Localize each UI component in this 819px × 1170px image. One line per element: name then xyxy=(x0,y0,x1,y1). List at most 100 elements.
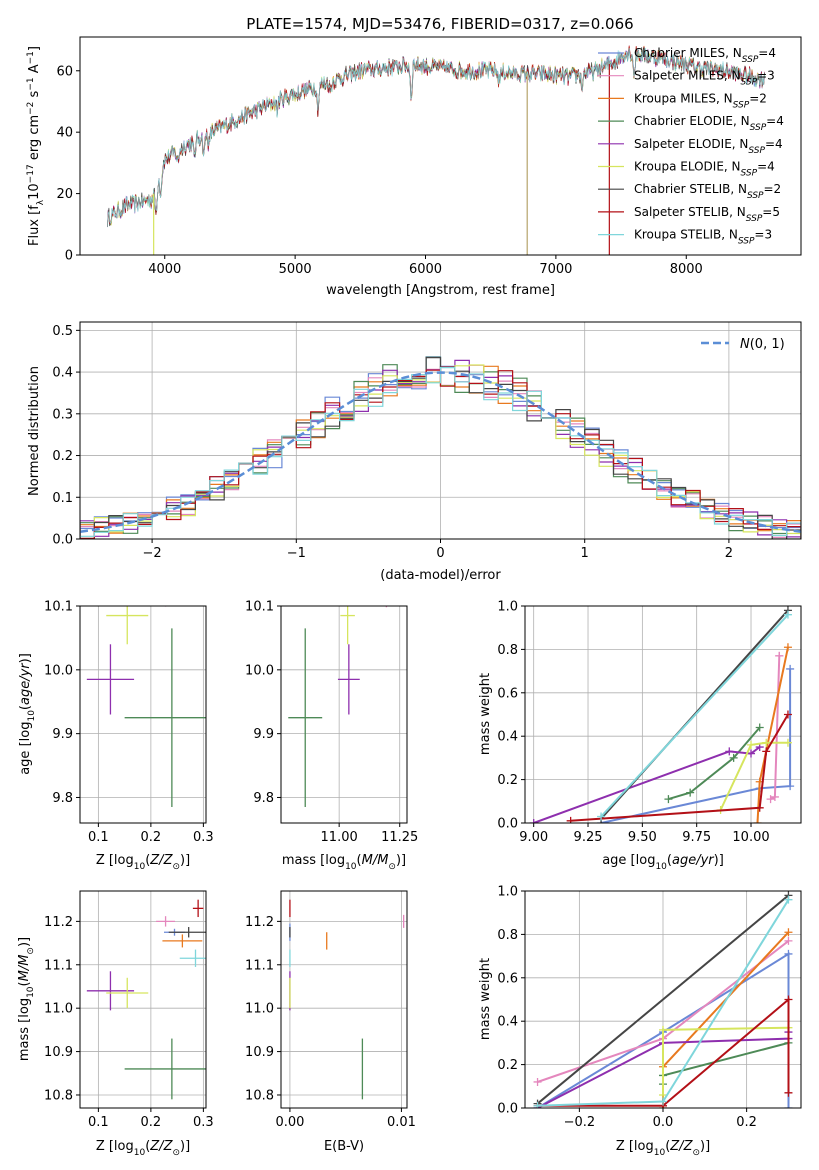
weight_vs_age-marker xyxy=(766,795,775,804)
y-tick-label: 10.0 xyxy=(44,663,73,678)
x-tick-label: 2 xyxy=(725,546,733,561)
y-tick-label: 0.8 xyxy=(497,928,518,943)
weight_vs_age-marker xyxy=(747,749,756,758)
y-tick-label: 10.8 xyxy=(44,1088,73,1103)
age-vs-mass-xlabel: mass [log10(M/M⊙)] xyxy=(282,853,406,872)
age_vs_Z-points xyxy=(86,558,211,808)
x-tick-label: 9.75 xyxy=(682,830,711,845)
weight_vs_age-marker xyxy=(783,710,792,719)
spectrum-axes: 4000 5000 6000 7000 8000 0 20 40 60 xyxy=(56,64,702,277)
weight_vs_age-marker xyxy=(786,664,795,673)
weight_vs_Z-marker xyxy=(533,1101,542,1108)
x-tick-label: −2 xyxy=(143,546,162,561)
weight_vs_age-marker xyxy=(770,792,779,801)
y-tick-label: 10.1 xyxy=(245,600,274,615)
y-tick-label: 40 xyxy=(56,126,73,141)
x-tick-label: 0.2 xyxy=(141,830,162,845)
spectrum-line-9 xyxy=(107,47,765,228)
mass_vs_Z-frame xyxy=(79,890,207,1109)
y-tick-label: 9.8 xyxy=(52,791,73,806)
x-tick-label: 0.00 xyxy=(275,1115,304,1130)
x-tick-label: 0.2 xyxy=(141,1115,162,1130)
weight_vs_age-marker xyxy=(747,740,756,749)
x-tick-label: 6000 xyxy=(409,262,442,277)
y-tick-label: 1.0 xyxy=(497,600,518,615)
legend-entry-8: Salpeter STELIB, NSSP=5 xyxy=(634,205,780,224)
legend-entry-5: Salpeter ELODIE, NSSP=4 xyxy=(634,137,783,156)
legend-entry-3: Kroupa MILES, NSSP=2 xyxy=(634,91,767,110)
x-tick-label: −1 xyxy=(287,546,306,561)
weight_vs_age-marker xyxy=(775,651,784,660)
weight_vs_Z-frame xyxy=(524,890,802,1109)
legend-entry-7: Chabrier STELIB, NSSP=2 xyxy=(634,182,781,201)
mass_vs_Z-point-4 xyxy=(124,1038,206,1100)
mass_vs_Z-point-6 xyxy=(106,977,149,1009)
mass_vs_ebv-frame xyxy=(280,890,408,1109)
legend-entry-6: Kroupa ELODIE, NSSP=4 xyxy=(634,160,775,179)
y-tick-label: 0.3 xyxy=(52,407,73,422)
weight_vs_Z-marker xyxy=(784,928,793,937)
age_vs_mass-axes: 11.00 11.25 9.8 9.9 10.0 10.1 xyxy=(245,600,418,846)
residual-hists xyxy=(80,356,801,539)
weight_vs_Z-axes: −0.2 0.0 0.2 0.0 0.2 0.4 0.6 0.8 1.0 xyxy=(497,885,801,1130)
weight_vs_age-marker xyxy=(753,819,762,823)
legend-entry-9: Kroupa STELIB, NSSP=3 xyxy=(634,228,772,247)
age_vs_Z-point-5 xyxy=(86,644,135,715)
x-tick-label: 8000 xyxy=(670,262,703,277)
weight_vs_age-frame xyxy=(524,605,802,824)
weight_vs_Z-marker xyxy=(784,895,793,904)
legend-entry-4: Chabrier ELODIE, NSSP=4 xyxy=(634,114,784,133)
weight_vs_age-marker xyxy=(762,738,771,747)
x-tick-label: 0.3 xyxy=(193,830,214,845)
age_vs_Z-point-8 xyxy=(185,558,211,596)
x-tick-label: 0.3 xyxy=(193,1115,214,1130)
y-tick-label: 0.2 xyxy=(497,773,518,788)
y-tick-label: 10.0 xyxy=(245,663,274,678)
y-tick-label: 11.1 xyxy=(245,958,274,973)
y-tick-label: 0.6 xyxy=(497,686,518,701)
age_vs_mass-frame xyxy=(280,605,408,824)
y-tick-label: 0.0 xyxy=(497,1102,518,1117)
weight_vs_Z-marker xyxy=(784,995,793,1004)
weight_vs_Z-marker xyxy=(784,1088,793,1097)
age_vs_mass-point-6 xyxy=(340,606,355,645)
age_vs_Z-point-2 xyxy=(164,606,167,607)
y-tick-label: 10.9 xyxy=(44,1045,73,1060)
y-tick-label: 0.0 xyxy=(497,817,518,832)
age_vs_mass-point-2 xyxy=(385,606,388,608)
weight_vs_age-marker xyxy=(783,738,792,747)
age_vs_mass-point-4 xyxy=(288,628,323,808)
mass_vs_Z-point-7 xyxy=(168,927,206,938)
age_vs_Z-point-1 xyxy=(164,567,185,577)
weight_vs_age-line-4 xyxy=(668,726,761,801)
mass-vs-z-xlabel: Z [log10(Z/Z⊙)] xyxy=(96,1139,190,1158)
mass_vs_Z-axes: 0.1 0.2 0.3 10.8 10.9 11.0 11.1 11.2 xyxy=(44,891,214,1130)
mass_vs_Z-points xyxy=(86,899,206,1100)
x-tick-label: 7000 xyxy=(539,262,572,277)
age_vs_Z-point-6 xyxy=(106,606,149,645)
spectrum-legend: Chabrier MILES, NSSP=4 Salpeter MILES, NS… xyxy=(598,46,784,247)
y-tick-label: 1.0 xyxy=(497,885,518,900)
legend-entry-1: Chabrier MILES, NSSP=4 xyxy=(634,46,776,65)
weight_vs_age-marker xyxy=(729,753,738,762)
age_vs_Z-point-9 xyxy=(175,562,196,570)
weight_vs_age-marker xyxy=(686,788,695,797)
weight_vs_age-marker xyxy=(762,747,771,756)
residuals-frame xyxy=(79,321,802,540)
y-tick-label: 0.5 xyxy=(52,324,73,339)
x-tick-label: 9.50 xyxy=(628,830,657,845)
weight_vs_age-line-6 xyxy=(719,741,788,811)
weight_vs_age-line-5 xyxy=(533,746,761,823)
y-tick-label: 0.1 xyxy=(52,491,73,506)
x-tick-label: 0.0 xyxy=(653,1115,674,1130)
age_vs_mass-point-3 xyxy=(373,561,380,587)
y-tick-label: 9.9 xyxy=(52,727,73,742)
weight_vs_Z-line-4 xyxy=(662,1041,789,1085)
mass_vs_ebv-axes: 0.00 0.01 10.8 10.9 11.0 11.1 11.2 xyxy=(245,891,416,1130)
weight-vs-z-ylabel: mass weight xyxy=(478,958,493,1040)
age_vs_mass-point-9 xyxy=(360,562,375,570)
weight_vs_Z-marker xyxy=(784,949,793,958)
weight_vs_Z-lines xyxy=(533,891,793,1108)
spectrum-lines xyxy=(107,45,765,255)
